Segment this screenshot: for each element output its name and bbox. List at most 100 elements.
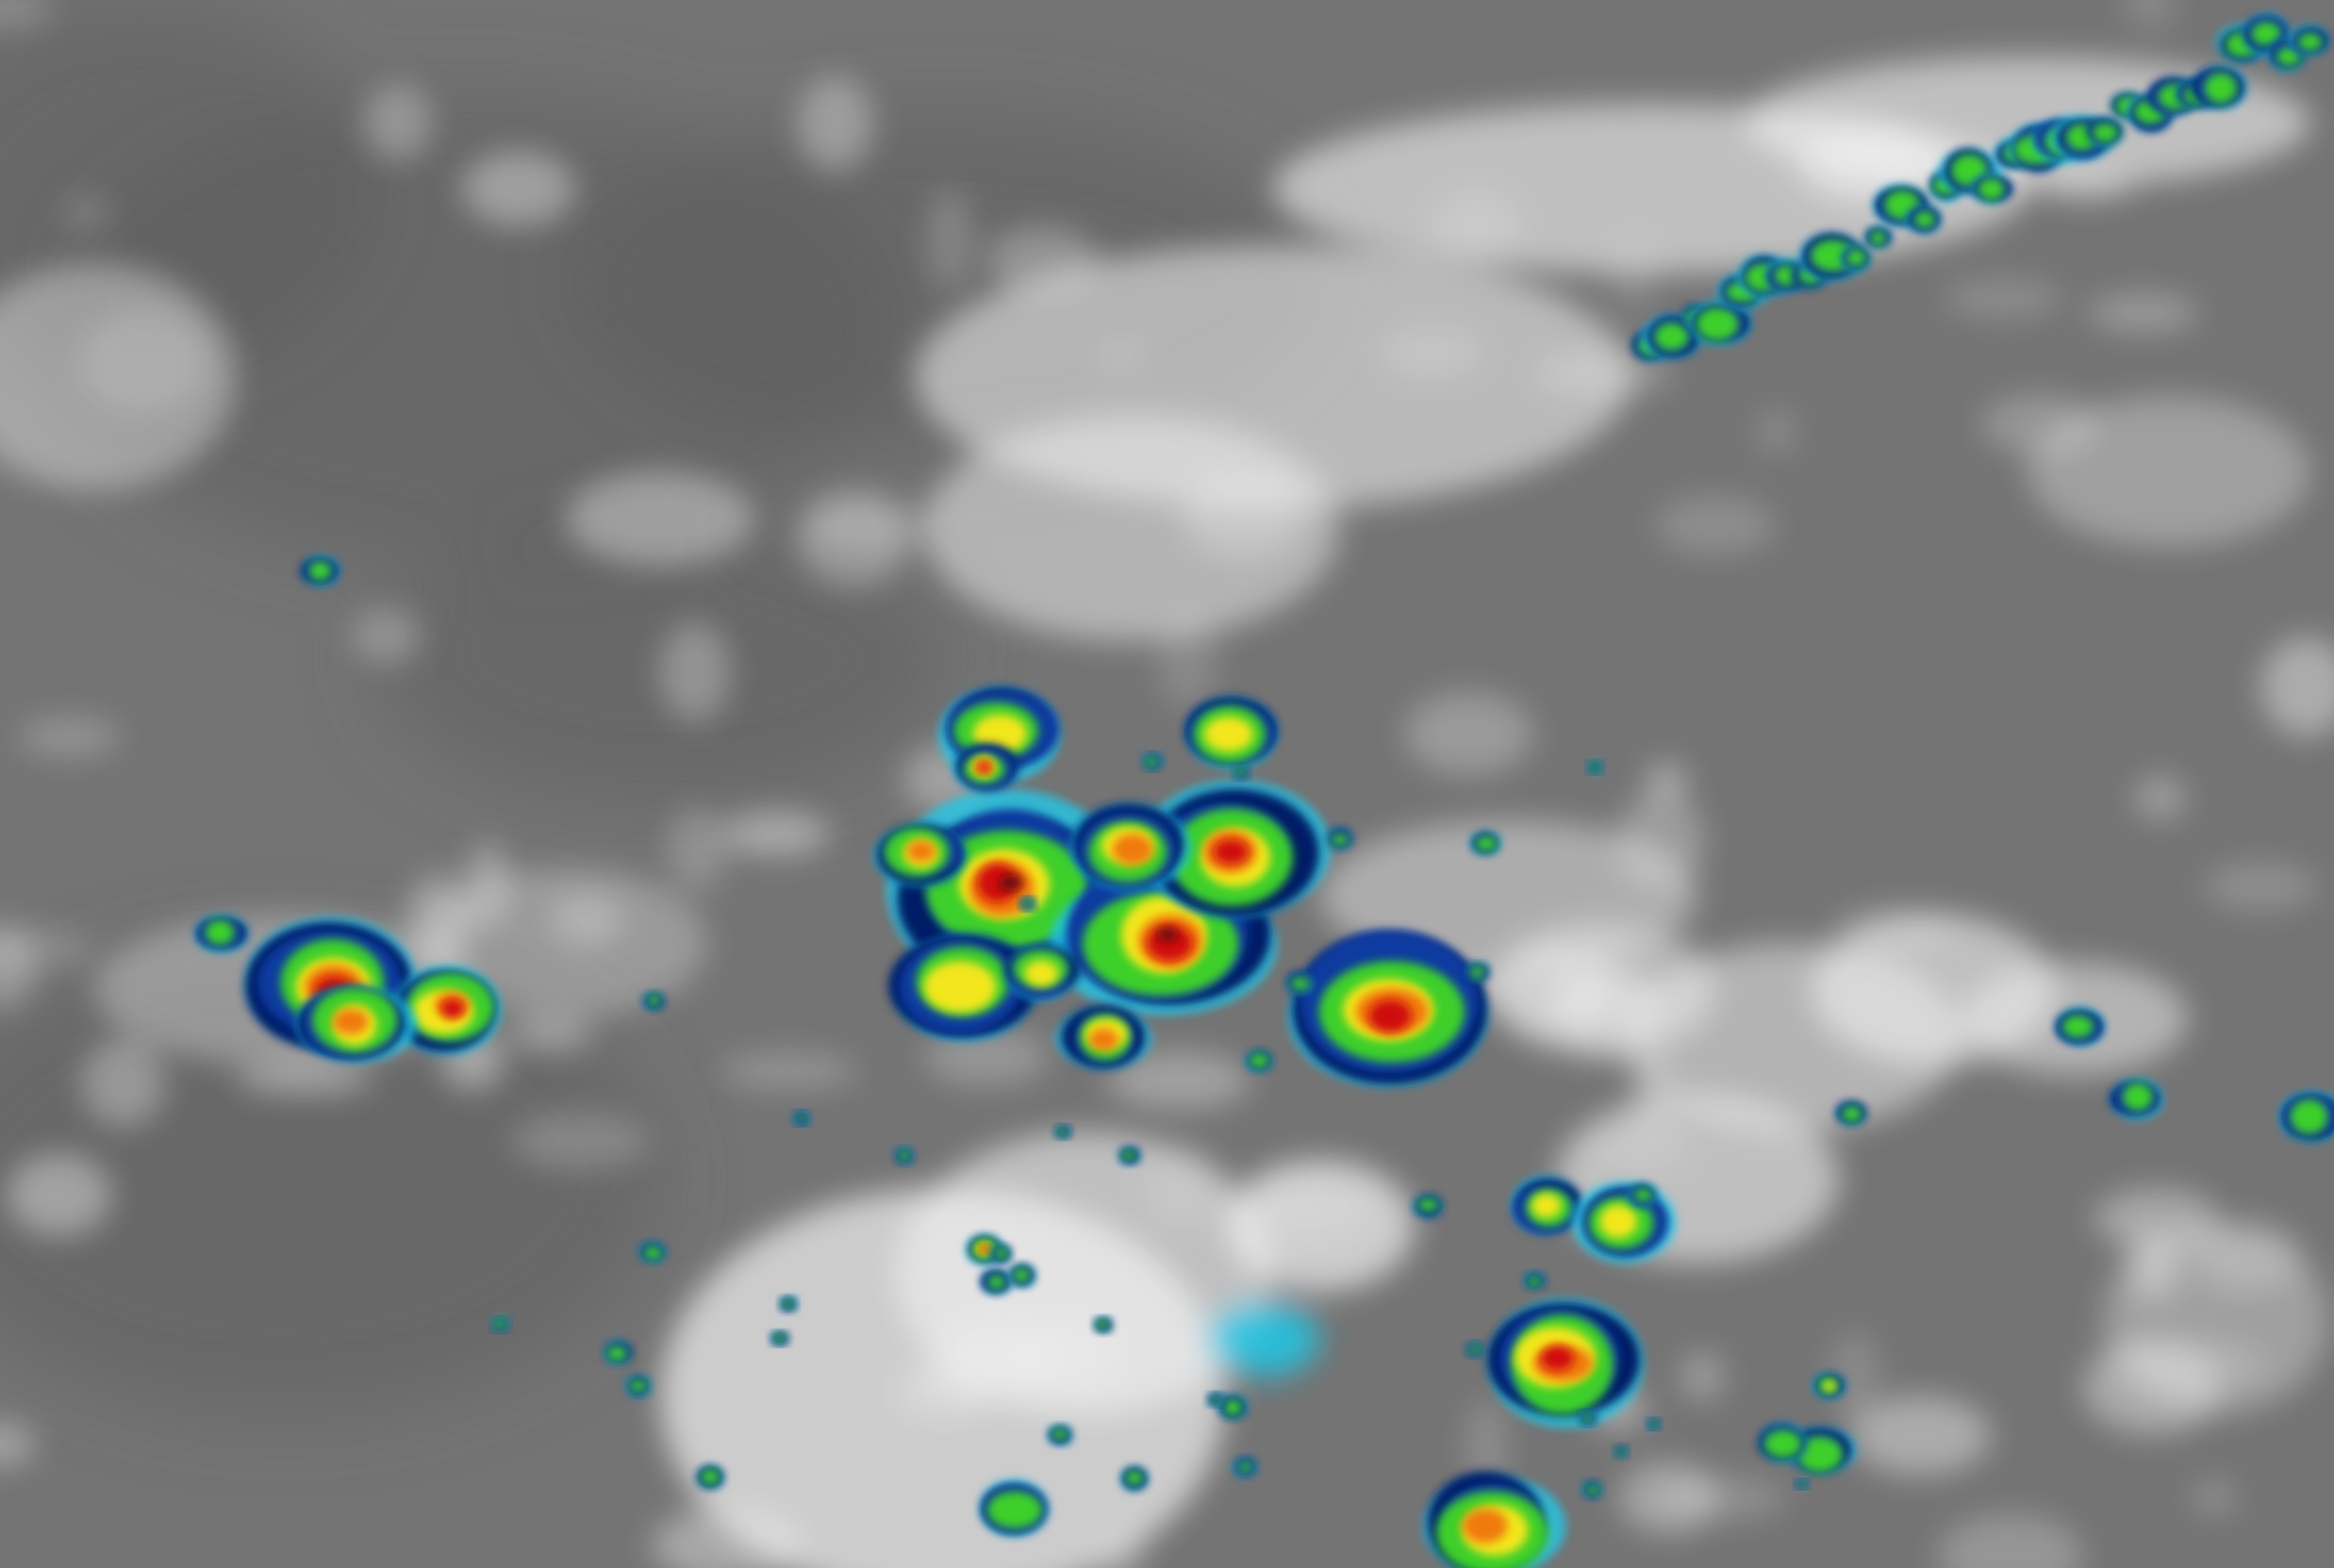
storm-layer xyxy=(1211,1396,1221,1404)
storm-cell xyxy=(1486,1298,1645,1428)
storm-cell xyxy=(780,1296,798,1311)
cloud-patch xyxy=(2123,0,2177,32)
cloud-patch xyxy=(62,194,110,232)
cloud-patch xyxy=(1655,495,1776,556)
cloud-patch xyxy=(1829,1330,1880,1422)
storm-layer xyxy=(1331,834,1349,846)
storm-cell xyxy=(982,1269,1011,1295)
cloud-patch xyxy=(1680,1351,1725,1401)
storm-layer xyxy=(1796,1436,1843,1473)
cloud-patch xyxy=(1646,763,1688,800)
cloud-patch xyxy=(926,189,973,293)
storm-cell xyxy=(492,1317,509,1330)
storm-layer xyxy=(1599,1204,1637,1239)
cloud-patch xyxy=(652,1507,803,1568)
storm-cell xyxy=(1469,833,1501,854)
cloud-patch xyxy=(928,1316,1056,1400)
storm-layer xyxy=(1615,1448,1626,1456)
storm-cell xyxy=(2278,1091,2334,1142)
cloud-patch xyxy=(0,1421,36,1466)
storm-cell xyxy=(1865,227,1891,247)
storm-layer xyxy=(782,1300,794,1308)
storm-layer xyxy=(701,1468,720,1485)
cloud-patch xyxy=(1157,612,1217,710)
storm-cell xyxy=(301,555,339,586)
storm-layer xyxy=(1112,834,1153,866)
storm-cell xyxy=(793,1113,811,1125)
storm-layer xyxy=(1841,1105,1862,1122)
storm-cell xyxy=(1581,1482,1602,1496)
storm-layer xyxy=(1024,960,1059,987)
storm-layer xyxy=(797,1114,807,1122)
storm-layer xyxy=(1088,1028,1118,1051)
storm-layer xyxy=(1540,1345,1575,1371)
cloud-patch xyxy=(1630,1054,1675,1135)
storm-layer xyxy=(648,994,661,1006)
cloud-patch xyxy=(722,810,830,857)
storm-cell xyxy=(1233,767,1249,778)
cold-cloud-patch xyxy=(1207,1301,1320,1377)
cloud-patch xyxy=(363,83,433,161)
storm-cell xyxy=(1579,1412,1597,1426)
cloud-patch xyxy=(658,622,731,722)
storm-cell xyxy=(2087,118,2123,148)
storm-layer xyxy=(1469,1345,1482,1354)
storm-layer xyxy=(1368,999,1412,1032)
storm-layer xyxy=(1156,927,1179,943)
storm-cell xyxy=(1246,1051,1272,1071)
storm-layer xyxy=(2092,123,2119,142)
storm-layer xyxy=(606,1345,627,1362)
cloud-patch xyxy=(2260,636,2334,737)
cloud-patch xyxy=(667,807,728,891)
cloud-patch xyxy=(1431,190,1521,263)
cloud-patch xyxy=(1943,278,2063,319)
cloud-patch xyxy=(1466,1397,1507,1494)
storm-cell xyxy=(1140,780,1332,918)
storm-layer xyxy=(643,1246,663,1260)
storm-cell xyxy=(2110,1079,2164,1120)
storm-cell xyxy=(638,1242,666,1262)
storm-cell xyxy=(966,1235,1002,1265)
storm-layer xyxy=(629,1379,648,1392)
cloud-patch xyxy=(506,1016,594,1051)
cloud-patch xyxy=(1535,350,1674,397)
cloud-patch xyxy=(1757,408,1796,455)
storm-cell xyxy=(1523,1273,1545,1288)
cloud-patch xyxy=(0,927,95,970)
cloud-patch xyxy=(985,226,1100,295)
storm-layer xyxy=(906,840,936,862)
storm-layer xyxy=(1913,211,1936,228)
storm-layer xyxy=(1475,835,1498,851)
storm-layer xyxy=(1463,1508,1508,1543)
storm-layer xyxy=(1290,977,1310,990)
storm-layer xyxy=(1223,1399,1242,1416)
storm-cell xyxy=(2057,1007,2105,1046)
storm-layer xyxy=(1696,307,1739,341)
storm-cells xyxy=(195,13,2334,1568)
storm-cell xyxy=(1055,1127,1070,1137)
storm-cell xyxy=(991,1245,1011,1263)
storm-cell xyxy=(1328,829,1352,849)
storm-layer xyxy=(923,961,997,1013)
storm-cell xyxy=(896,1147,914,1164)
cloud-patch xyxy=(2190,1220,2303,1292)
storm-cell xyxy=(1796,1479,1809,1488)
storm-cell xyxy=(952,743,1018,791)
storm-cell xyxy=(698,1466,723,1488)
storm-cell xyxy=(1048,1425,1072,1444)
dark-region xyxy=(377,519,943,801)
storm-cell xyxy=(643,994,665,1010)
storm-cell xyxy=(1233,1459,1257,1477)
storm-cell xyxy=(1614,1446,1628,1457)
cloud-patch xyxy=(1379,328,1483,377)
storm-cell xyxy=(1841,245,1871,272)
storm-cell xyxy=(1095,1318,1113,1332)
cloud-patch xyxy=(1833,908,1957,947)
storm-cell xyxy=(1812,1374,1846,1398)
storm-cell xyxy=(1413,1196,1442,1217)
storm-cell xyxy=(1642,315,1703,358)
storm-layer xyxy=(1204,717,1253,752)
storm-cell xyxy=(392,965,502,1055)
storm-layer xyxy=(1022,900,1034,907)
